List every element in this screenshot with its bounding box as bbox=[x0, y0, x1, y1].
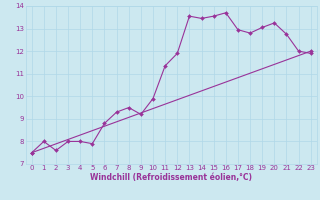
X-axis label: Windchill (Refroidissement éolien,°C): Windchill (Refroidissement éolien,°C) bbox=[90, 173, 252, 182]
